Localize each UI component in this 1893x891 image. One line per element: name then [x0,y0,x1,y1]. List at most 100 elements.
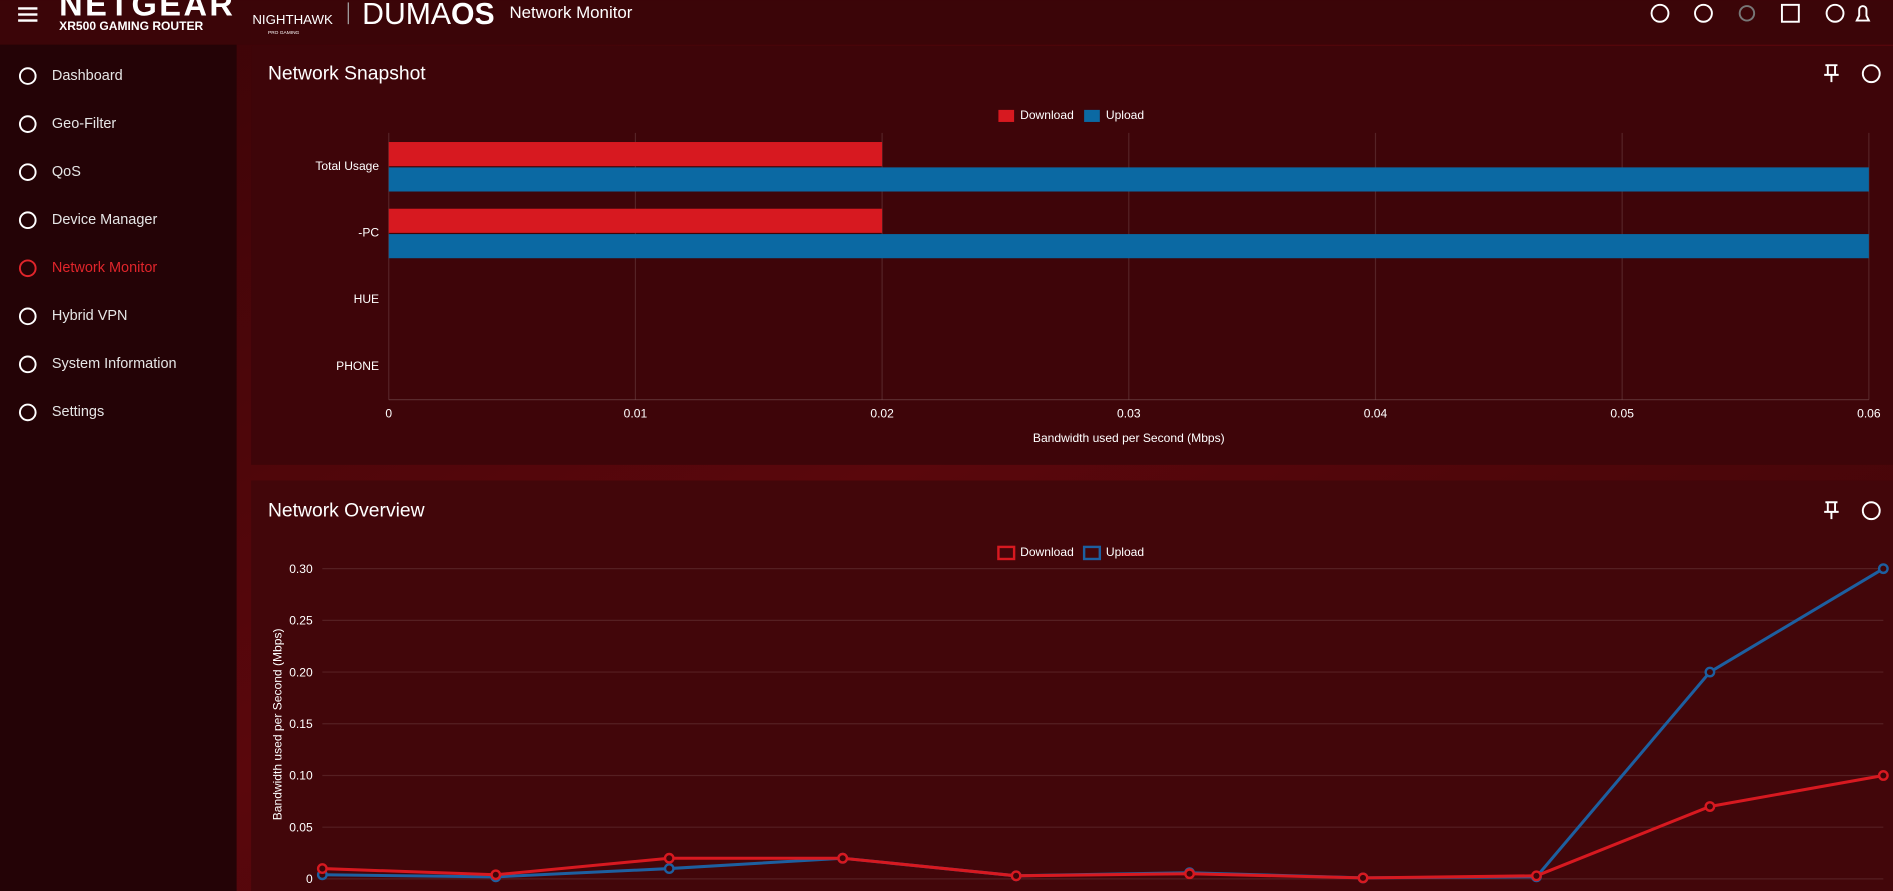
x-tick-label: 0.03 [1117,407,1141,421]
line [322,774,1884,880]
point [1877,563,1889,575]
nav-label: Dashboard [52,68,123,84]
nav-item[interactable]: System Information [18,355,177,374]
nav-item[interactable]: Hybrid VPN [18,307,128,326]
nav-icon [18,307,37,326]
y-tick-label: Total Usage [315,159,379,173]
bar-chart: Network Snapshot Download Upload 0 0.01 0.02 0… [268,64,1881,445]
nav-icon [18,403,37,422]
y-tick-label: HUE [354,292,379,306]
notification-icon[interactable] [1855,5,1871,22]
os-light: DUMA [362,0,452,31]
legend-label: Download [1020,545,1074,559]
os-name: DUMAOS [362,0,494,31]
point [1184,868,1195,880]
refresh-icon[interactable] [1738,5,1756,22]
x-tick-label: 0 [385,407,392,421]
y-axis-label: Bandwidth used per Second (Mbps) [270,628,284,820]
point [663,863,675,875]
x-tick-label: 0.06 [1857,407,1881,421]
nav-item[interactable]: Geo-Filter [18,115,116,133]
nav-label: Network Monitor [52,260,158,276]
theme-icon[interactable] [1825,3,1845,23]
header-bar [0,0,1893,45]
legend-label: Upload [1106,545,1144,559]
y-tick-label: 0.05 [289,820,313,834]
x-tick-label: 0.05 [1610,407,1634,421]
subbrand: NIGHTHAWK [252,12,333,27]
legend-label: Download [1020,108,1074,122]
divider [347,2,349,25]
point [1531,870,1542,882]
nav-label: Hybrid VPN [52,308,128,324]
legend-label: Upload [1106,108,1144,122]
nav-icon [18,115,37,133]
point [663,852,675,864]
nav-icon [18,67,37,85]
nav-item[interactable]: Device Manager [18,211,158,230]
legend-swatch [1082,545,1102,561]
point [1704,801,1716,812]
help-icon[interactable] [1861,501,1881,521]
y-tick-label: 0.30 [289,562,313,576]
page-title: Network Monitor [509,3,632,22]
os-bold: OS [451,0,495,31]
panel-title: Network Overview [268,501,425,522]
menu-button[interactable] [18,7,38,22]
x-tick-label: 0.04 [1364,407,1388,421]
nav-icon [18,211,37,230]
nav-icon [18,163,37,181]
nav-item[interactable]: Network Monitor [18,259,158,278]
model: XR500 GAMING ROUTER [59,19,203,33]
nav-label: Settings [52,404,104,420]
nav-menu: Dashboard Geo-Filter QoS Device Manager Netw… [18,67,177,422]
y-tick-label: 0.15 [289,717,313,731]
nav-item[interactable]: Dashboard [18,67,123,85]
panel-title: Network Snapshot [268,64,426,85]
nav-label: Device Manager [52,212,158,228]
bar [388,142,883,167]
y-tick-label: PHONE [336,359,379,373]
legend-swatch [997,545,1016,561]
bar [388,234,1869,259]
line-chart: Network Overview Download Upload 0 0.05 0.10 0… [268,501,1889,886]
point [837,852,849,864]
brand: NETGEAR [59,0,235,23]
help-icon[interactable] [1861,64,1881,84]
point [1357,872,1369,884]
nav-icon [18,355,37,374]
y-tick-label: -PC [358,225,379,239]
point [1010,870,1022,882]
subbrand-tag: PRO GAMING [268,30,300,36]
nav-label: Geo-Filter [52,116,116,132]
bar [388,208,883,233]
y-tick-label: 0.25 [289,614,313,628]
x-tick-label: 0.01 [624,407,648,421]
bar [388,167,1869,192]
pin-icon[interactable] [1824,64,1839,83]
nav-label: QoS [52,164,81,180]
nav-item[interactable]: QoS [18,163,81,181]
legend-swatch [998,109,1015,122]
y-tick-label: 0.10 [289,769,313,783]
panel [251,480,1893,891]
header-icons [1650,3,1871,23]
info-icon[interactable] [1650,3,1670,23]
charts: Network Snapshot Download Upload 0 0.01 0.02 0… [268,64,1889,886]
point [1877,770,1889,781]
x-axis-label: Bandwidth used per Second (Mbps) [1033,431,1225,445]
y-tick-label: 0.20 [289,665,313,679]
panel-icons [1824,64,1881,521]
sidebar [0,44,237,891]
pin-icon[interactable] [1824,501,1839,520]
language-icon[interactable] [1694,3,1713,23]
logout-icon[interactable] [1780,3,1800,23]
point [1704,666,1716,678]
point [316,863,328,875]
legend-swatch [1084,109,1100,122]
x-tick-label: 0.02 [870,407,894,421]
nav-icon [18,259,37,278]
nav-label: System Information [52,356,177,372]
nav-item[interactable]: Settings [18,403,104,422]
